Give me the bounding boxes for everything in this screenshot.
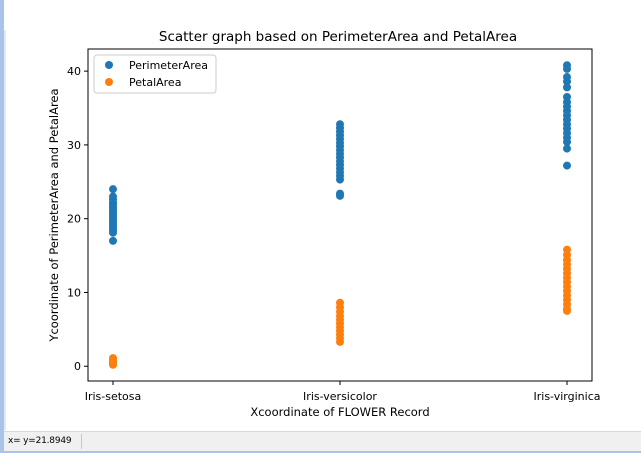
coordinate-readout: x= y=21.8949 [8,436,72,446]
window-bottom-border [0,451,641,453]
y-tick-label: 0 [74,360,81,373]
x-axis: Iris-setosa Iris-versicolor Iris-virginica [85,381,601,403]
perimeterarea-point [563,161,571,170]
legend-marker-perimeterarea [105,61,113,69]
perimeterarea-point [563,144,571,153]
scatter-chart: Scatter graph based on PerimeterArea and… [47,29,601,419]
x-tick-label: Iris-setosa [85,390,142,403]
data-points [109,61,571,369]
y-tick-label: 40 [67,65,81,78]
petalarea-point [109,360,117,369]
legend-marker-petalarea [105,78,113,86]
window-left-border [0,0,4,453]
x-tick-label: Iris-virginica [534,390,601,403]
perimeterarea-point [563,137,571,146]
perimeterarea-point [563,77,571,86]
perimeterarea-point [109,185,117,194]
y-tick-label: 10 [67,286,81,299]
perimeterarea-point [336,175,344,184]
perimeterarea-point [563,83,571,92]
petalarea-point [336,337,344,346]
y-tick-label: 20 [67,213,81,226]
chart-title: Scatter graph based on PerimeterArea and… [159,29,517,45]
legend-label-petalarea: PetalArea [129,76,181,89]
status-bar: x= y=21.8949 [4,431,641,452]
legend: PerimeterArea PetalArea [93,54,217,94]
y-axis-label: Ycoordinate of PerimeterArea and PetalAr… [47,88,61,342]
status-divider [81,434,82,449]
x-axis-label: Xcoordinate of FLOWER Record [250,405,429,419]
legend-label-perimeterarea: PerimeterArea [129,59,208,72]
x-tick-label: Iris-versicolor [303,390,377,403]
perimeterarea-point [336,191,344,200]
y-axis: 0 10 20 30 40 [67,65,88,373]
petalarea-point [563,306,571,315]
y-tick-label: 30 [67,139,81,152]
window-left-shadow [4,30,6,430]
perimeterarea-point [109,228,117,237]
perimeterarea-point [109,236,117,245]
perimeterarea-point [563,64,571,73]
legend-box [93,54,217,94]
